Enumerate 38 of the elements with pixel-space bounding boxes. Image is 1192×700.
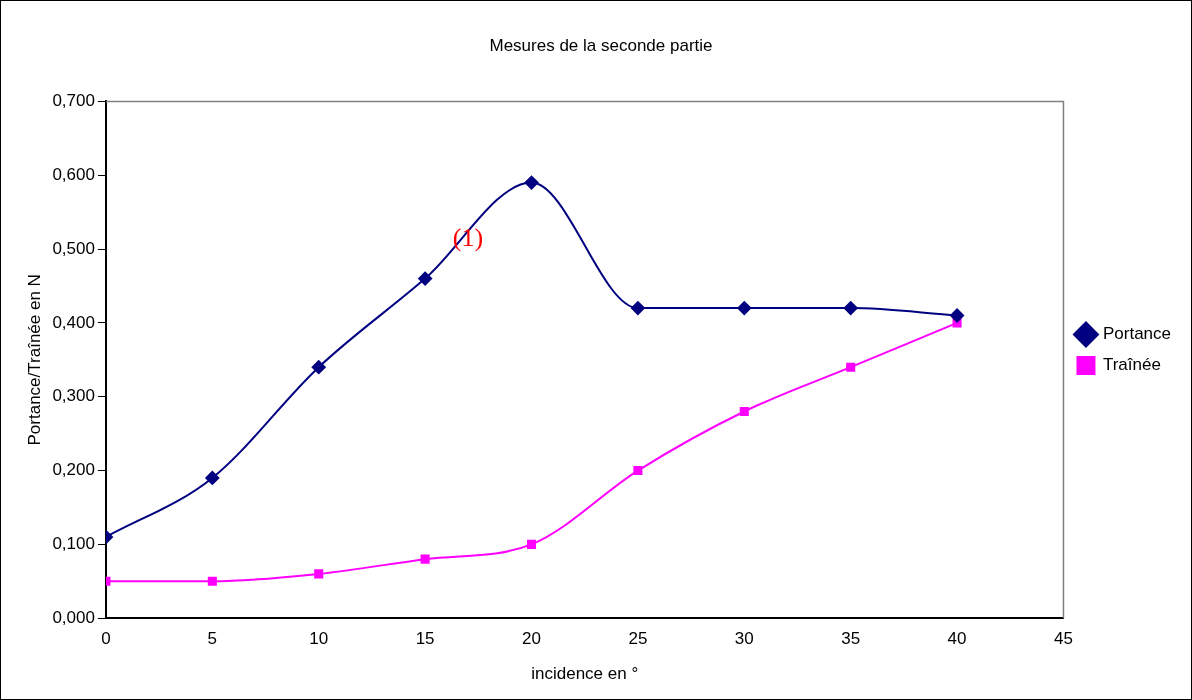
y-tick-label: 0,000 xyxy=(52,607,95,627)
point xyxy=(205,470,220,485)
legend-label: Traînée xyxy=(1102,355,1161,375)
y-axis-title: Portance/Traînée en N xyxy=(24,274,44,446)
x-tick-label: 35 xyxy=(841,629,861,649)
legend-label: Portance xyxy=(1102,324,1172,344)
x-axis-title: incidence en ° xyxy=(531,664,639,684)
x-tick-label: 45 xyxy=(1054,629,1073,649)
chart-title: Mesures de la seconde partie xyxy=(489,35,713,55)
point xyxy=(737,301,752,316)
y-tick-label: 0,600 xyxy=(52,164,95,184)
point xyxy=(314,569,324,579)
y-tick-label: 0,500 xyxy=(52,238,95,258)
point xyxy=(739,406,749,417)
point xyxy=(950,308,965,323)
y-tick-label: 0,700 xyxy=(52,91,95,111)
y-tick-label: 0,200 xyxy=(52,460,95,480)
x-tick-label: 25 xyxy=(628,629,648,649)
x-tick-label: 20 xyxy=(522,629,541,649)
point xyxy=(420,554,430,564)
x-tick-label: 30 xyxy=(734,629,754,649)
point xyxy=(843,301,858,316)
point xyxy=(633,466,643,476)
point xyxy=(311,360,326,375)
y-tick-label: 0,100 xyxy=(52,534,95,554)
point xyxy=(524,175,539,190)
x-tick-label: 40 xyxy=(947,629,967,649)
point xyxy=(207,576,217,586)
x-tick-label: 15 xyxy=(415,629,435,649)
point xyxy=(630,301,645,316)
x-tick-label: 10 xyxy=(309,629,329,649)
x-tick-label: 5 xyxy=(207,629,218,649)
y-tick-label: 0,400 xyxy=(52,312,95,332)
x-tick-label: 0 xyxy=(101,629,111,649)
point xyxy=(846,362,856,372)
y-tick-label: 0,300 xyxy=(52,386,95,406)
point xyxy=(526,539,537,549)
point xyxy=(418,271,433,286)
